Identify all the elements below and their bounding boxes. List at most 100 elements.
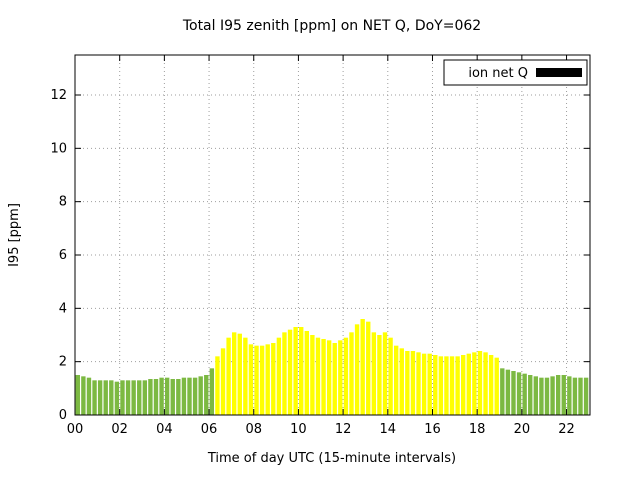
bar	[293, 327, 298, 415]
bar	[181, 377, 187, 415]
bar	[81, 376, 86, 415]
bar	[187, 377, 192, 415]
bar	[231, 332, 237, 415]
bar	[567, 376, 572, 415]
bar	[539, 377, 544, 415]
x-tick-label: 20	[514, 422, 531, 437]
y-tick-label: 12	[50, 88, 67, 103]
bar	[131, 380, 136, 415]
bar	[164, 377, 170, 415]
bar	[572, 377, 578, 415]
bar	[254, 345, 259, 415]
bar	[410, 351, 416, 415]
axis-ticks	[74, 55, 590, 416]
bar	[86, 377, 92, 415]
bar	[511, 371, 516, 415]
bar	[382, 332, 388, 415]
bar	[259, 345, 265, 415]
bar	[533, 376, 539, 415]
bar	[321, 339, 326, 415]
bar	[192, 377, 198, 415]
bar	[421, 353, 427, 415]
legend-label: ion net Q	[468, 66, 528, 81]
bar	[500, 368, 505, 415]
bar	[248, 344, 254, 415]
x-tick-label: 02	[111, 422, 128, 437]
bar	[449, 356, 455, 415]
bar	[433, 355, 438, 415]
x-tick-label: 22	[558, 422, 575, 437]
y-tick-label: 8	[59, 195, 67, 210]
bar	[583, 377, 589, 415]
bar	[488, 355, 494, 415]
bar	[483, 352, 488, 415]
bar	[215, 356, 220, 415]
bar	[522, 373, 527, 415]
bar	[416, 352, 421, 415]
bar	[377, 335, 382, 415]
x-tick-label: 08	[245, 422, 262, 437]
bar	[125, 380, 131, 415]
bar	[472, 352, 477, 415]
bar	[114, 381, 120, 415]
x-tick-label: 04	[156, 422, 173, 437]
bar	[315, 337, 321, 415]
bar	[170, 379, 175, 415]
gridlines	[75, 55, 590, 415]
bar	[505, 369, 511, 415]
bar	[550, 376, 555, 415]
bar	[226, 337, 231, 415]
bar	[494, 357, 499, 415]
bar	[343, 337, 349, 415]
y-tick-label: 4	[59, 301, 67, 316]
bar	[142, 380, 148, 415]
bar	[354, 324, 360, 415]
bar	[555, 375, 561, 415]
bar	[516, 372, 522, 415]
bar	[120, 380, 125, 415]
y-tick-label: 10	[50, 141, 67, 156]
x-axis-label: Time of day UTC (15-minute intervals)	[207, 451, 456, 466]
bar	[204, 375, 209, 415]
legend-swatch	[536, 68, 582, 77]
bar	[276, 337, 282, 415]
bar	[399, 348, 404, 415]
bar	[477, 351, 483, 415]
bar	[265, 344, 270, 415]
bar	[393, 345, 399, 415]
bar	[92, 380, 97, 415]
bar	[220, 348, 226, 415]
bar	[176, 379, 181, 415]
bar	[137, 380, 142, 415]
bar	[332, 343, 337, 415]
bar	[578, 377, 583, 415]
bar	[237, 333, 242, 415]
bar	[349, 332, 354, 415]
bar	[561, 375, 566, 415]
x-tick-label: 16	[424, 422, 441, 437]
y-tick-label: 2	[59, 355, 67, 370]
bar	[109, 380, 114, 415]
bar	[438, 356, 444, 415]
bar	[97, 380, 103, 415]
bar	[304, 331, 309, 415]
bar	[287, 329, 293, 415]
legend: ion net Q	[443, 59, 588, 86]
bar	[544, 377, 550, 415]
bar	[148, 379, 153, 415]
chart-title: Total I95 zenith [ppm] on NET Q, DoY=062	[182, 18, 481, 34]
y-tick-label: 0	[59, 408, 67, 423]
x-tick-label: 06	[201, 422, 218, 437]
bar	[159, 377, 164, 415]
bar	[371, 332, 377, 415]
bar	[366, 321, 371, 415]
bar	[338, 340, 343, 415]
x-tick-label: 14	[380, 422, 397, 437]
bar	[444, 356, 449, 415]
plot-border	[74, 54, 591, 416]
bar	[528, 375, 533, 415]
x-tick-label: 10	[290, 422, 307, 437]
